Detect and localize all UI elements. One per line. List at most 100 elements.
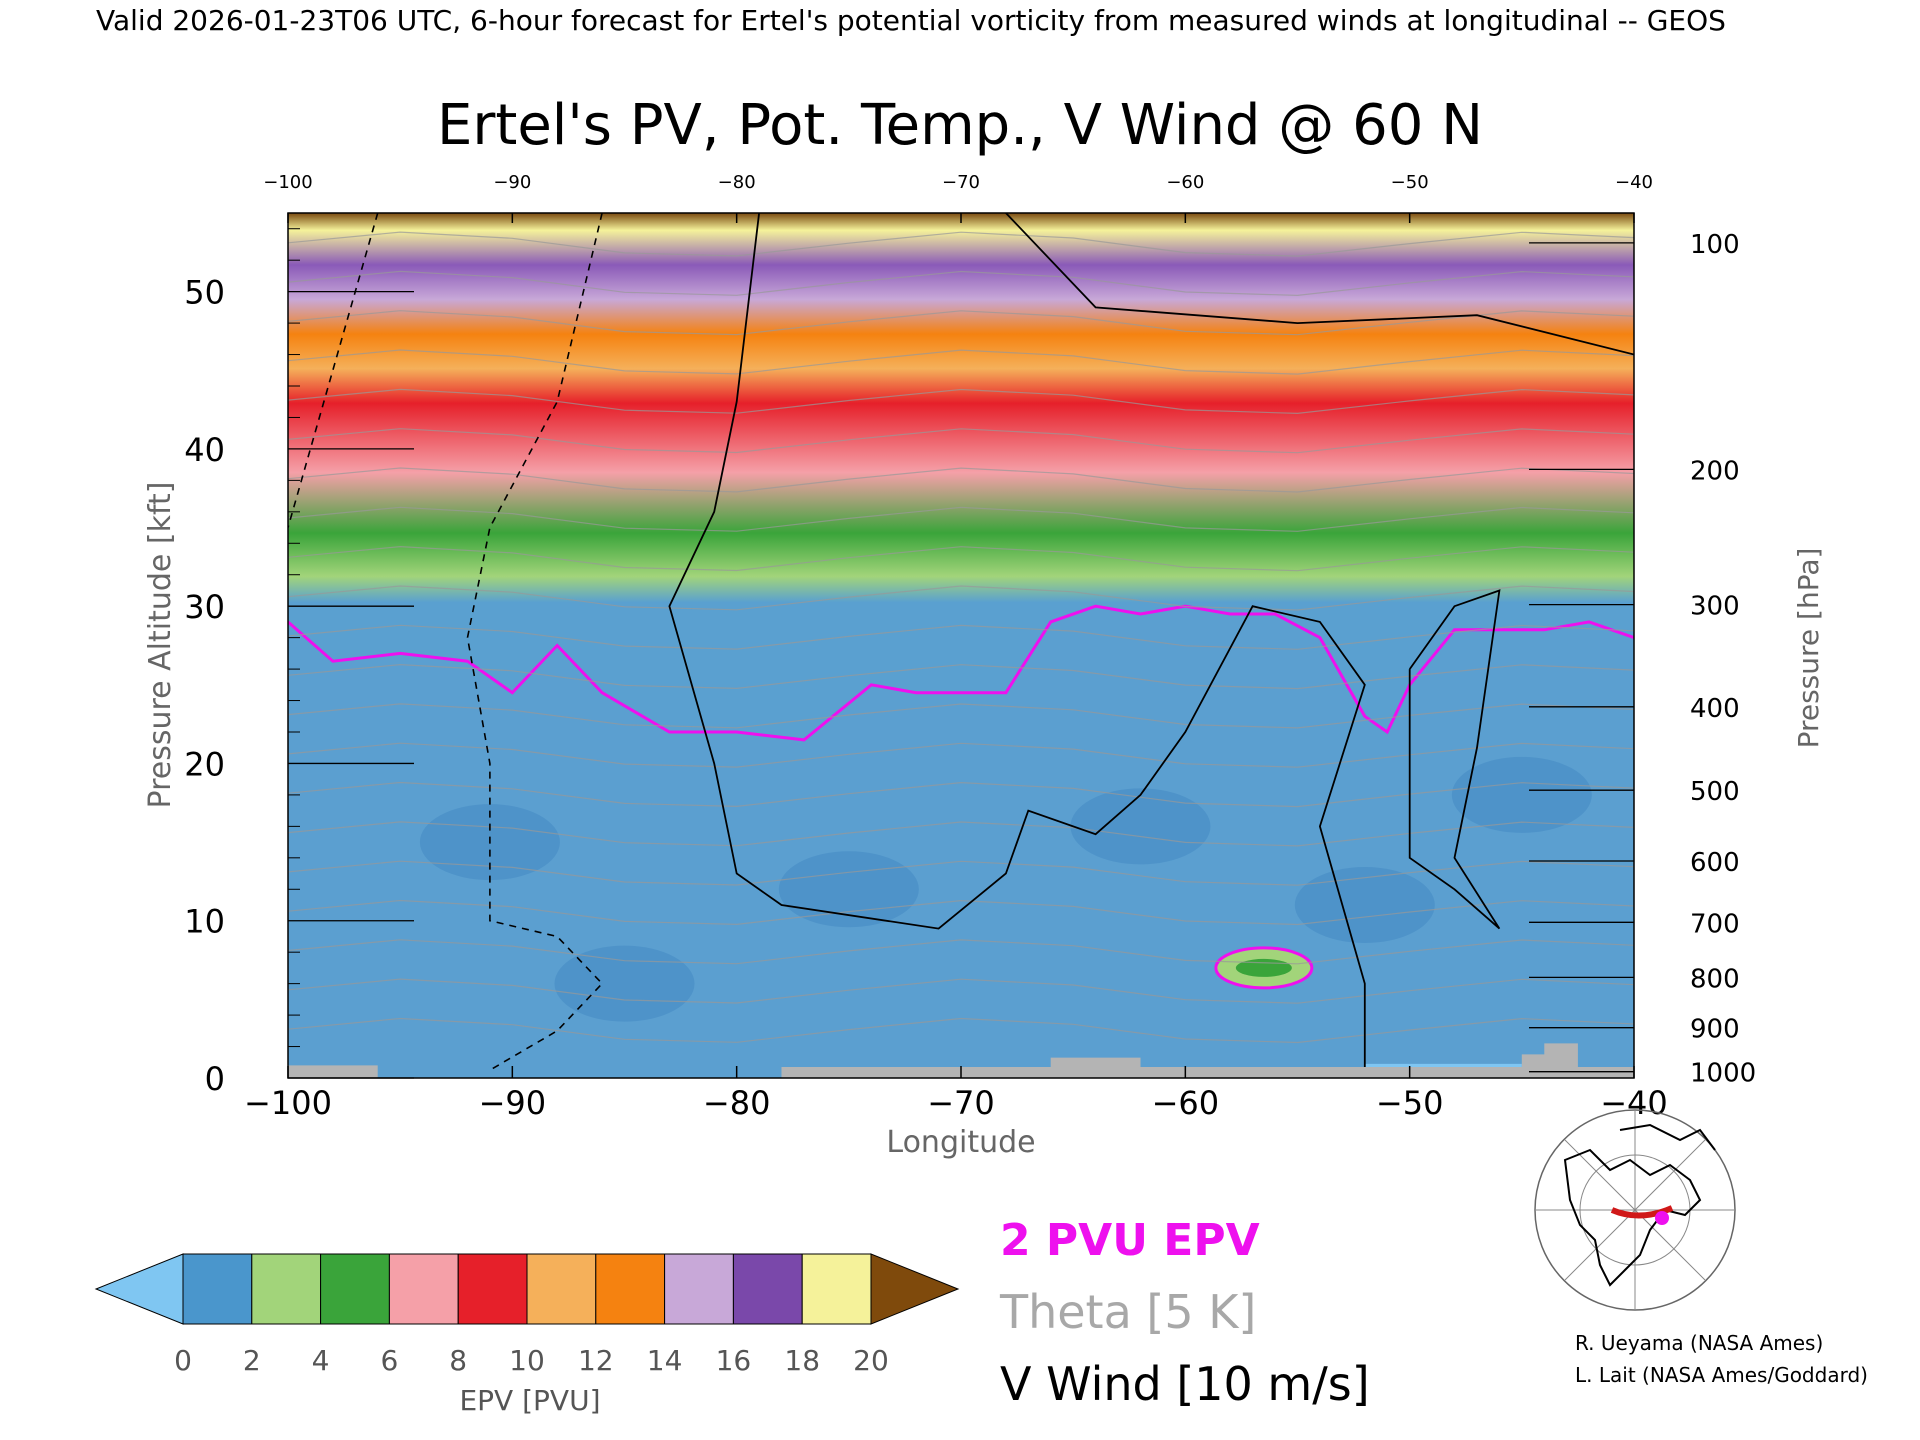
x-top-tick-label: −100: [263, 172, 312, 193]
y-tick-label: 50: [184, 274, 225, 312]
colorbar-swatch: [388, 1253, 459, 1325]
x-tick-label: −70: [927, 1084, 995, 1122]
pv-patch: [554, 945, 695, 1022]
colorbar-swatch: [182, 1253, 253, 1325]
x-tick-label: −40: [1600, 1084, 1668, 1122]
y-tick-label: 40: [184, 431, 225, 469]
colorbar-swatch: [595, 1253, 666, 1325]
x-top-tick-label: −90: [493, 172, 531, 193]
colorbar-tick-label: 2: [243, 1344, 261, 1377]
pressure-tick-label: 300: [1690, 592, 1740, 622]
colorbar-swatch: [457, 1253, 528, 1325]
plot-area: [288, 213, 1634, 1078]
pv-patch: [1294, 867, 1435, 943]
map-section-line: [1610, 1205, 1674, 1219]
theta-contour: [288, 978, 1634, 1004]
theta-contour: [288, 506, 1634, 532]
colorbar-tick-label: 12: [578, 1344, 614, 1377]
valid-time-line: Valid 2026-01-23T06 UTC, 6-hour forecast…: [96, 4, 1726, 37]
theta-contour: [288, 624, 1634, 650]
theta-contour: [288, 781, 1634, 808]
theta-contour: [288, 742, 1634, 768]
theta-contour: [288, 821, 1634, 847]
map-coastline-north: [1619, 1123, 1716, 1151]
legend-vwind: V Wind [10 m/s]: [1000, 1357, 1370, 1411]
colorbar-label: EPV [PVU]: [459, 1384, 600, 1417]
pv-patch: [1070, 788, 1211, 865]
colorbar-tick-label: 8: [449, 1344, 467, 1377]
chart-title: Ertel's PV, Pot. Temp., V Wind @ 60 N: [437, 93, 1483, 158]
pv-patch: [1451, 756, 1592, 833]
vwind-contours: [288, 213, 1634, 1078]
tropopause-2pvu-line: [288, 604, 1634, 742]
colorbar-tick-label: 10: [509, 1344, 545, 1377]
x-top-tick-label: −70: [942, 172, 980, 193]
troposphere-region: [288, 604, 1634, 1078]
x-top-tick-label: −60: [1166, 172, 1204, 193]
y-tick-label: 0: [205, 1060, 225, 1098]
vwind-10-contour-east: [1408, 589, 1501, 930]
colorbar-swatch: [526, 1253, 597, 1325]
theta-contour: [288, 939, 1634, 965]
theta-contours: [288, 231, 1634, 1044]
pressure-tick-label: 400: [1690, 694, 1740, 724]
theta-contour: [288, 270, 1634, 297]
x-tick-label: −80: [703, 1084, 771, 1122]
colorbar-tick-label: 18: [784, 1344, 820, 1377]
pressure-tick-label: 600: [1690, 848, 1740, 878]
theta-contour: [288, 860, 1634, 886]
colorbar-swatch: [664, 1253, 734, 1325]
pressure-tick-label: 700: [1690, 909, 1740, 939]
theta-contour: [288, 1017, 1634, 1044]
vwind-10-contour: [1005, 213, 1634, 356]
pressure-tick-label: 200: [1690, 456, 1740, 486]
colorbar-swatch: [251, 1253, 322, 1325]
pressure-tick-label: 100: [1690, 230, 1740, 260]
theta-contour: [288, 585, 1634, 611]
vwind-zero-contour: [668, 213, 1366, 1078]
credit-line-1: R. Ueyama (NASA Ames): [1575, 1331, 1823, 1355]
colorbar-under-arrow: [94, 1253, 184, 1325]
theta-contour: [288, 428, 1634, 454]
colorbar-tick-label: 6: [380, 1344, 398, 1377]
colorbar-tick-label: 16: [716, 1344, 752, 1377]
y-axis-label-left: Pressure Altitude [kft]: [143, 482, 178, 809]
x-top-tick-label: −80: [718, 172, 756, 193]
y-tick-label: 20: [184, 745, 225, 783]
pressure-tick-label: 500: [1690, 777, 1740, 807]
terrain-surface: [288, 1043, 1634, 1078]
terrain-mask: [288, 1043, 1634, 1078]
axes: −100 −100 −90 −90 −80 −80 −70 −70 −60 −60 −50 −50 −4…: [184, 172, 1756, 1122]
pressure-tick-label: 1000: [1690, 1059, 1756, 1089]
pressure-tick-label: 900: [1690, 1015, 1740, 1045]
y-tick-label: 30: [184, 588, 225, 626]
x-tick-label: −50: [1376, 1084, 1444, 1122]
map-point: [1655, 1211, 1669, 1225]
x-top-tick-label: −40: [1615, 172, 1653, 193]
colorbar-tick-label: 4: [312, 1344, 330, 1377]
theta-contour: [288, 663, 1634, 690]
theta-contour: [288, 388, 1634, 415]
vwind-neg10-contour: [466, 213, 604, 1071]
legend-theta: Theta [5 K]: [999, 1285, 1256, 1339]
credit-line-2: L. Lait (NASA Ames/Goddard): [1575, 1363, 1868, 1387]
theta-contour: [288, 467, 1634, 493]
pressure-tick-label: 800: [1690, 964, 1740, 994]
vwind-neg-contour: [288, 213, 379, 528]
x-tick-label: −100: [244, 1084, 332, 1122]
colorbar-swatch: [732, 1253, 803, 1325]
colorbar-tick-label: 20: [853, 1344, 889, 1377]
colorbar-over-arrow: [870, 1253, 960, 1325]
colorbar-tick-label: 0: [174, 1344, 192, 1377]
x-axis-label: Longitude: [886, 1125, 1035, 1160]
y-tick-label: 10: [184, 903, 225, 941]
theta-contour: [288, 899, 1634, 926]
x-top-tick-label: −50: [1391, 172, 1429, 193]
locator-map: [1534, 1109, 1736, 1311]
theta-contour: [288, 310, 1634, 336]
theta-contour: [288, 703, 1634, 729]
x-tick-label: −60: [1152, 1084, 1220, 1122]
theta-contour: [288, 231, 1634, 257]
colorbar-swatch: [320, 1253, 390, 1325]
